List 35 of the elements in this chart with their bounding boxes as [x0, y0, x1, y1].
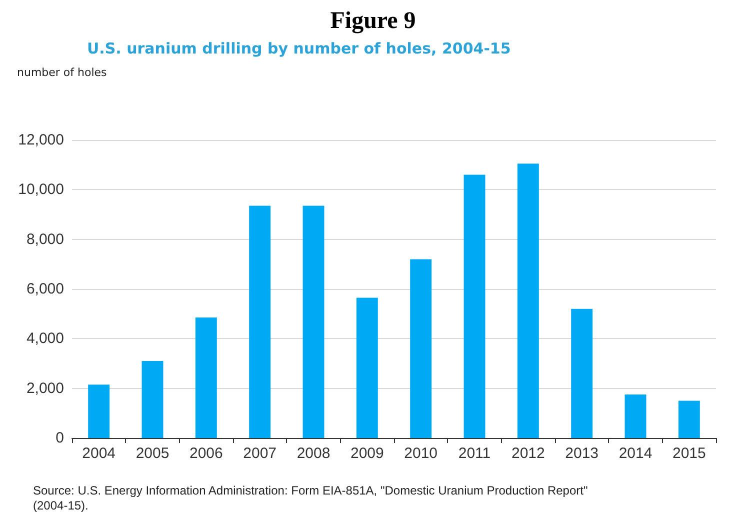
x-tick-label: 2013 [565, 445, 599, 462]
y-tick-label: 2,000 [26, 380, 64, 397]
x-tick-label: 2008 [296, 445, 330, 462]
x-tick-label: 2011 [458, 445, 491, 462]
x-tick-label: 2004 [82, 445, 116, 462]
bar [517, 164, 539, 438]
bar [302, 206, 324, 438]
bar [195, 318, 217, 438]
y-axis-title: number of holes [17, 66, 108, 79]
bar [410, 259, 432, 438]
y-tick-label: 8,000 [26, 230, 64, 248]
y-tick-label: 12,000 [18, 132, 64, 148]
chart-subtitle: U.S. uranium drilling by number of holes, 2004-15 [87, 40, 511, 58]
x-tick-label: 2010 [404, 445, 438, 462]
bar [142, 361, 164, 438]
bar [356, 298, 378, 438]
bar [571, 308, 593, 438]
chart-title: Figure 9 [330, 8, 416, 34]
bar [678, 400, 700, 438]
x-tick-label: 2007 [243, 445, 277, 462]
y-tick-label: 0 [56, 430, 64, 446]
x-tick-label: 2009 [350, 445, 384, 462]
bar [464, 174, 486, 438]
x-tick-label: 2014 [618, 445, 652, 462]
y-tick-label: 10,000 [18, 181, 64, 198]
x-tick-label: 2005 [136, 445, 170, 462]
y-tick-label: 6,000 [26, 280, 64, 298]
x-tick-label: 2012 [511, 445, 545, 462]
bar [624, 394, 646, 438]
x-tick-label: 2006 [189, 445, 223, 462]
y-tick-label: 4,000 [26, 330, 64, 348]
bar [88, 384, 110, 438]
x-tick-label: 2015 [672, 445, 706, 462]
source-note: Source: U.S. Energy Information Administration: Form EIA-851A, "Domestic Uranium Production Report" (2004-15). [33, 484, 592, 512]
bar [249, 206, 271, 438]
